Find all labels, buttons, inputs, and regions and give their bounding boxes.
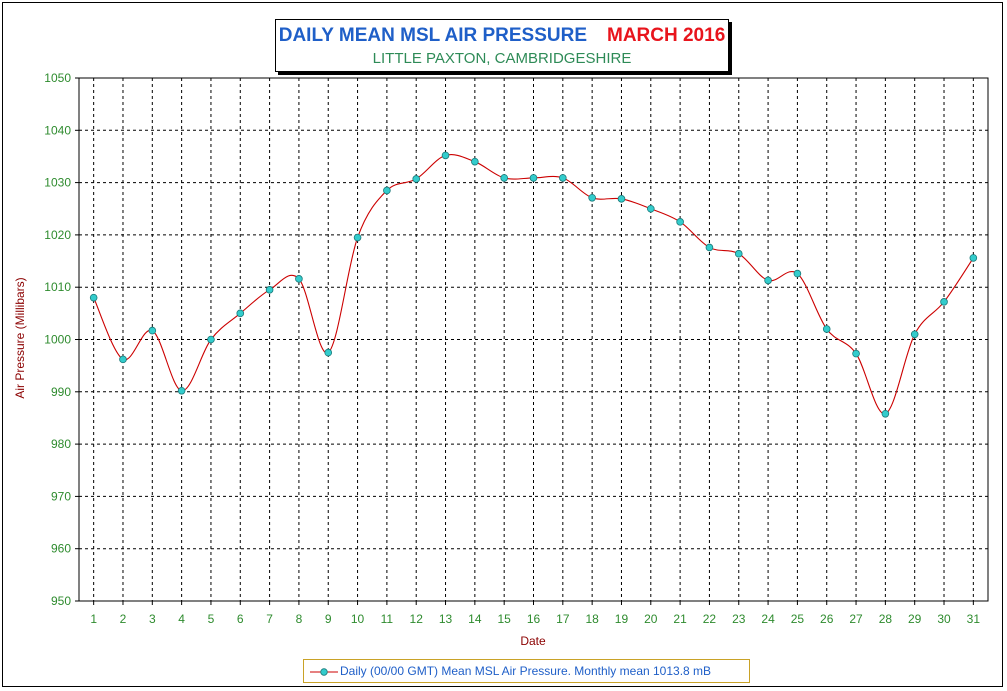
x-tick-label: 13	[439, 612, 453, 626]
data-point	[236, 309, 245, 318]
y-axis-label: Air Pressure (Millibars)	[13, 277, 27, 398]
grid	[75, 77, 989, 605]
y-tick-label: 980	[51, 437, 71, 451]
x-tick-label: 25	[791, 612, 805, 626]
legend-label: Daily (00/00 GMT) Mean MSL Air Pressure.…	[340, 664, 712, 678]
data-point	[148, 326, 157, 335]
data-point	[588, 193, 596, 202]
data-point	[969, 254, 978, 262]
data-point	[89, 293, 98, 302]
x-tick-label: 30	[937, 612, 951, 626]
x-tick-label: 16	[527, 612, 541, 626]
x-tick-label: 19	[615, 612, 629, 626]
x-tick-label: 21	[673, 612, 687, 626]
x-axis-label: Date	[520, 634, 546, 648]
data-point	[881, 409, 890, 418]
data-point	[940, 298, 948, 306]
data-point	[910, 330, 919, 339]
y-tick-label: 950	[51, 594, 71, 608]
x-tick-label: 15	[497, 612, 511, 626]
y-tick-label: 960	[51, 542, 71, 556]
data-point	[617, 195, 626, 203]
data-point	[265, 286, 274, 294]
x-tick-label: 10	[351, 612, 365, 626]
legend-swatch-icon	[310, 668, 338, 676]
y-tick-label: 1000	[44, 333, 71, 347]
y-tick-label: 1040	[44, 123, 71, 137]
x-tick-label: 11	[381, 612, 394, 626]
chart-title-box: DAILY MEAN MSL AIR PRESSURE MARCH 2016 LI…	[275, 19, 729, 72]
data-point	[646, 204, 655, 213]
x-tick-label: 6	[237, 612, 244, 626]
data-point	[412, 175, 421, 183]
x-tick-label: 31	[967, 612, 981, 626]
legend: Daily (00/00 GMT) Mean MSL Air Pressure.…	[303, 659, 750, 683]
data-point	[383, 186, 391, 195]
series	[89, 151, 978, 418]
data-point	[822, 325, 831, 333]
chart-subtitle: LITTLE PAXTON, CAMBRIDGESHIRE	[372, 50, 632, 67]
data-point	[734, 249, 743, 258]
data-point	[529, 174, 538, 182]
x-tick-label: 26	[820, 612, 834, 626]
data-point	[324, 348, 333, 357]
x-tick-label: 17	[556, 612, 570, 626]
data-point	[471, 157, 479, 166]
y-tick-label: 1020	[44, 228, 71, 242]
y-tick-label: 1010	[44, 280, 71, 294]
x-tick-label: 2	[120, 612, 127, 626]
data-point	[177, 386, 186, 395]
y-tick-labels: 950 960 970 980 990 1000 1010 1020 1030 1040 1050	[44, 71, 71, 608]
x-tick-label: 14	[468, 612, 482, 626]
x-tick-label: 3	[149, 612, 156, 626]
x-tick-label: 12	[410, 612, 424, 626]
x-tick-label: 4	[178, 612, 185, 626]
data-point	[353, 233, 362, 242]
x-tick-label: 23	[732, 612, 746, 626]
data-point	[793, 269, 802, 278]
x-tick-label: 22	[703, 612, 717, 626]
x-tick-label: 8	[296, 612, 303, 626]
data-point	[559, 174, 567, 182]
x-tick-label: 9	[325, 612, 332, 626]
x-tick-label: 18	[585, 612, 599, 626]
data-point	[119, 355, 127, 364]
data-point	[676, 218, 684, 226]
x-tick-label: 1	[90, 612, 97, 626]
chart-title: DAILY MEAN MSL AIR PRESSURE	[278, 25, 587, 46]
data-point	[764, 276, 772, 285]
x-tick-label: 20	[644, 612, 658, 626]
x-tick-label: 28	[879, 612, 893, 626]
x-tick-labels: 1 2 3 4 5 6 7 8 9 10 11 12 13 14 15 16 17 18 19 20 21 22 23 24 2…	[90, 612, 980, 626]
x-tick-label: 29	[908, 612, 922, 626]
data-point	[295, 275, 303, 283]
data-point	[207, 335, 215, 344]
data-point	[705, 243, 714, 252]
y-tick-label: 1030	[44, 176, 71, 190]
y-tick-label: 970	[51, 489, 71, 503]
chart-title-month: MARCH 2016	[607, 25, 726, 46]
x-tick-label: 24	[761, 612, 775, 626]
x-tick-label: 7	[266, 612, 273, 626]
x-tick-label: 27	[849, 612, 863, 626]
data-point	[500, 174, 508, 182]
y-tick-label: 1050	[44, 71, 71, 85]
data-point	[852, 349, 860, 358]
data-point	[441, 151, 450, 160]
x-tick-label: 5	[208, 612, 215, 626]
y-tick-label: 990	[51, 385, 71, 399]
